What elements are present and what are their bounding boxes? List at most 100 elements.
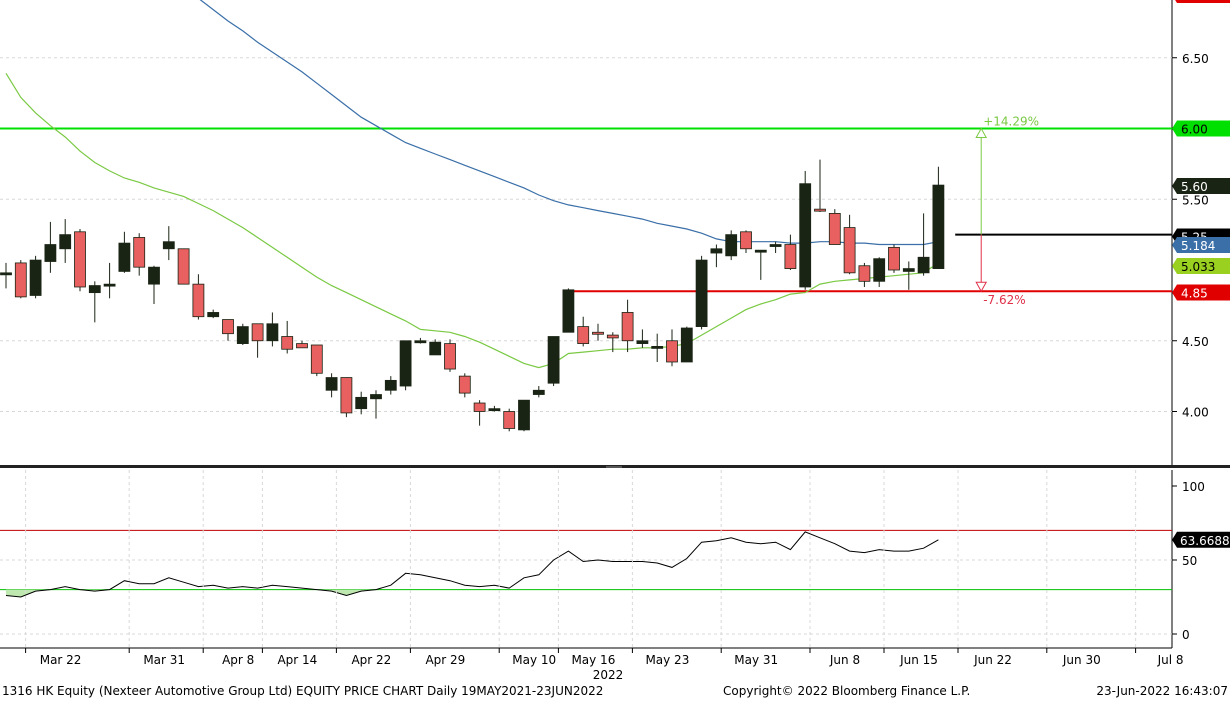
candle-body [666,340,678,363]
last-value-tag: 6.00 [1172,120,1230,137]
candle-body [0,272,12,276]
x-tick-label: Jul 8 [1157,653,1184,667]
candle-body [592,331,604,335]
x-tick-label: Apr 29 [425,653,465,667]
rsi-oversold-fill [6,589,939,597]
rsi-line [5,531,939,598]
candle-body [148,266,160,285]
candle-body [577,326,590,344]
move-percent-label: -7.62% [983,293,1025,307]
x-tick-label: Apr 22 [351,653,391,667]
candle-body [902,268,915,272]
rsi-last-value-tag-text: 63.6688 [1180,534,1230,548]
candle-body [355,396,368,410]
last-value-tag: 6.929 [1175,0,1230,3]
price-tick-label: 4.50 [1182,335,1209,349]
rsi-last-value-tag: 63.6688 [1172,531,1230,548]
candle-body [29,259,42,296]
last-value-tag: 5.184 [1172,237,1230,253]
candle-body [636,340,649,344]
rsi-tick-label: 50 [1182,554,1197,568]
x-tick-label: Jun 22 [973,653,1012,667]
last-value-tag-text: 4.85 [1181,287,1208,301]
candle-body [296,343,308,349]
move-arrow-head [975,281,988,293]
candle-body [828,212,841,245]
candle-body [621,312,634,342]
move-percent-label: +14.29% [983,115,1039,129]
candle-body [103,283,116,287]
candle-body [784,244,797,269]
last-value-tag: 5.60 [1172,178,1230,194]
candle-body [266,323,279,342]
candle-body [932,184,945,269]
candle-body [917,256,930,274]
candle-body [680,327,693,363]
candle-body [473,402,486,412]
last-value-tag-bg [1172,178,1230,194]
x-axis: Mar 22 Mar 31 Apr 8 Apr 14 Apr 22 Apr 29 May 1… [0,470,1184,682]
candle-body [310,344,323,374]
candle-body [754,249,767,253]
footer-timestamp: 23-Jun-2022 16:43:07 [1096,684,1228,698]
last-value-tag: 4.85 [1172,284,1230,301]
candle-body [251,323,264,342]
candle-body [858,265,871,282]
candle-body [873,258,886,282]
last-value-tag-text: 5.033 [1181,260,1215,274]
x-tick-label: May 31 [734,653,778,667]
candle-body [725,234,738,257]
price-panel: 6.50 5.50 4.50 4.00 +14.29% -7.62% 6.929 6.00 5.… [0,0,1230,465]
candle-body [503,411,516,429]
candle-body [177,248,190,285]
price-tick-label: 6.50 [1182,52,1209,66]
rsi-tick-label: 0 [1182,628,1190,642]
price-tick-label: 5.50 [1182,193,1209,207]
x-axis-year-label: 2022 [593,668,624,682]
candle-body [444,343,456,370]
rsi-panel: 100 50 0 63.6688 [0,470,1230,648]
last-value-tag-text: 6.929 [1181,0,1215,3]
candle-body [325,377,338,391]
x-tick-label: May 23 [645,653,689,667]
last-value-tag-bg [1172,284,1230,301]
candle-body [207,312,220,318]
candle-body [222,319,234,335]
last-value-tag-text: 5.184 [1181,239,1215,253]
candle-body [710,248,723,254]
x-tick-label: May 16 [571,653,615,667]
moving-average-long [199,0,939,246]
last-value-tag-text: 6.00 [1181,123,1208,137]
moving-average-short [5,72,939,369]
candle-body [814,208,826,212]
price-tick-label: 4.00 [1182,406,1209,420]
footer-copyright: Copyright© 2022 Bloomberg Finance L.P. [723,684,971,698]
candle-body [162,241,175,250]
last-value-tag-bg [1172,120,1230,137]
candle-body [429,341,442,356]
x-tick-label: Apr 14 [277,653,317,667]
candle-body [488,408,501,412]
footer-security-info: 1316 HK Equity (Nexteer Automotive Group… [2,684,604,698]
last-value-tag: 5.033 [1172,258,1230,274]
candle-body [695,259,708,327]
x-tick-label: Apr 8 [222,653,254,667]
candle-body [518,399,530,431]
candle-body [192,283,205,318]
candle-body [547,336,560,384]
candle-body [769,244,782,247]
candle-body [399,340,412,387]
candle-body [340,377,353,414]
last-value-tag-bg [1175,0,1230,3]
candle-body [843,227,856,274]
candle-body [606,334,619,339]
x-tick-label: Jun 30 [1062,653,1101,667]
candle-body [370,394,382,400]
candle-body [384,379,397,391]
candle-body [740,231,752,250]
candle-body [888,246,900,271]
last-value-tag-text: 5.60 [1181,180,1208,194]
candle-body [74,231,86,288]
x-tick-label: Mar 22 [40,653,82,667]
